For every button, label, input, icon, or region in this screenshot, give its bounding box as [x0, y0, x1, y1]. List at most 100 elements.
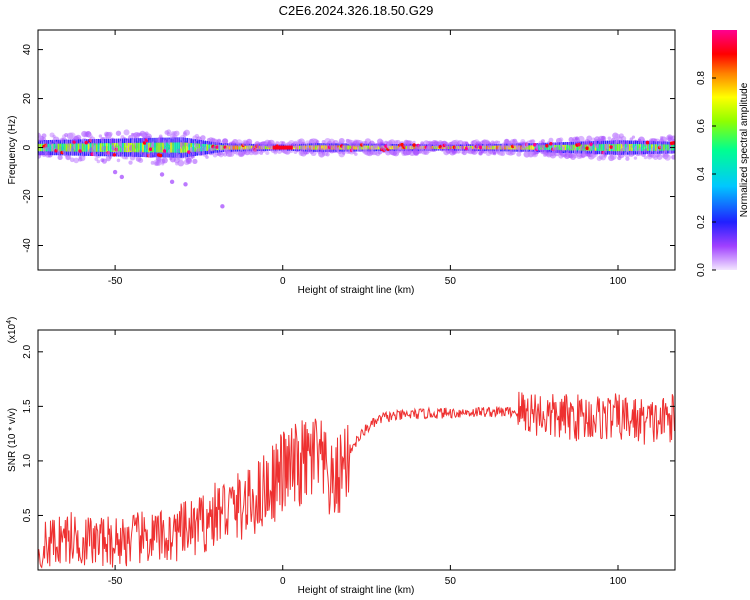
heatmap-cell [636, 144, 639, 151]
heatmap-cell [281, 141, 286, 146]
colorbar-tick-label: 0.4 [696, 167, 707, 181]
heatmap-cell [640, 144, 643, 151]
heatmap-cell [431, 145, 434, 150]
heatmap-cell [332, 139, 339, 146]
heatmap-cell [128, 142, 130, 153]
heatmap-cell [586, 135, 593, 142]
bottom-y-tick-label: 0.5 [22, 508, 33, 522]
heatmap-cell [655, 144, 657, 151]
heatmap-cell [172, 142, 174, 153]
top-x-tick-label: 50 [445, 276, 457, 287]
colorbar-ticks: 0.0 0.2 0.4 0.6 0.8 [696, 71, 716, 277]
heatmap-peak [478, 145, 483, 150]
heatmap-peak [148, 147, 153, 151]
heatmap-cell [530, 145, 532, 150]
heatmap-peak [577, 142, 581, 147]
heatmap-cell [602, 144, 605, 151]
heatmap-cell [174, 142, 176, 153]
heatmap-cell [250, 145, 253, 150]
heatmap-cell [461, 150, 467, 156]
heatmap-cell [136, 142, 138, 153]
heatmap-peak [589, 142, 593, 147]
heatmap-cell [65, 154, 71, 160]
heatmap-cell [497, 140, 501, 144]
heatmap-peak [158, 153, 163, 158]
heatmap-cell [528, 145, 530, 150]
heatmap-cell [564, 144, 567, 151]
heatmap-cell [577, 135, 585, 143]
heatmap-cell [156, 160, 162, 166]
heatmap-cell [600, 144, 603, 151]
heatmap-tail-point [159, 172, 165, 177]
bottom-x-tick-label: 100 [610, 576, 627, 587]
heatmap-cell [182, 142, 184, 153]
heatmap-cell [351, 145, 353, 150]
heatmap-cell [96, 159, 101, 164]
heatmap-cell [504, 145, 506, 150]
heatmap-cell [115, 130, 122, 136]
heatmap-cell [631, 135, 636, 139]
heatmap-cell [98, 134, 103, 138]
snr-line [38, 391, 675, 569]
bottom-plot-frame [37, 329, 676, 571]
heatmap-cell [558, 137, 564, 142]
heatmap-cell [177, 159, 185, 167]
bottom-x-tick-label: -50 [108, 576, 123, 587]
heatmap-cell [164, 142, 166, 153]
heatmap-cell [354, 152, 358, 156]
heatmap-cell [644, 144, 647, 151]
heatmap-cell [83, 143, 86, 152]
heatmap-cell [391, 145, 394, 150]
bottom-axis-ticks: -50 0 50 100 0.5 1.0 1.5 2.0 [22, 330, 675, 587]
heatmap-cell [57, 154, 63, 161]
heatmap-cell [614, 143, 617, 152]
heatmap-cell [166, 142, 168, 153]
heatmap-cell [63, 143, 66, 152]
heatmap-cell [264, 145, 267, 150]
heatmap-cell [161, 157, 168, 164]
heatmap-cell [548, 137, 554, 143]
heatmap-cell [134, 142, 136, 153]
heatmap-cell [625, 156, 630, 161]
heatmap-cell [140, 142, 142, 153]
heatmap-cell [216, 139, 222, 146]
heatmap-cell [413, 145, 416, 150]
heatmap-cell [166, 129, 172, 134]
heatmap-cell [124, 155, 129, 160]
heatmap-cell [49, 143, 52, 152]
top-x-tick-label: -50 [108, 276, 123, 287]
heatmap-cell [198, 143, 201, 152]
heatmap-cell [170, 142, 172, 153]
heatmap-cell [81, 143, 84, 152]
bottom-x-tick-label: 0 [280, 576, 286, 587]
heatmap-cell [665, 144, 667, 151]
bottom-x-tick-label: 50 [445, 576, 457, 587]
heatmap-peak [585, 146, 589, 151]
top-y-tick-label: -20 [22, 189, 33, 204]
heatmap-cell [566, 144, 569, 151]
heatmap-cell [643, 155, 648, 160]
heatmap-cell [238, 145, 241, 150]
heatmap-cell [572, 144, 575, 151]
heatmap-cell [200, 135, 206, 141]
heatmap-cell [85, 143, 88, 152]
heatmap-cell [486, 145, 488, 150]
heatmap-peak [112, 153, 117, 157]
heatmap-cell [188, 142, 190, 153]
colorbar-gradient [712, 30, 737, 270]
heatmap-cell [492, 151, 497, 156]
top-x-axis-label: Height of straight line (km) [298, 285, 415, 296]
heatmap-cell [620, 143, 623, 152]
heatmap-cell [526, 145, 528, 150]
heatmap-cell [144, 142, 146, 153]
heatmap-cell [117, 143, 120, 153]
heatmap-cell [633, 156, 638, 160]
heatmap-cell [95, 143, 98, 152]
heatmap-cell [61, 143, 64, 152]
bottom-y-tick-label: 2.0 [22, 344, 33, 358]
heatmap-cell [578, 144, 581, 151]
bottom-y-multiplier: (x104) [6, 317, 18, 344]
heatmap-cell [101, 158, 108, 164]
heatmap-cell [105, 143, 108, 152]
heatmap-cell [548, 145, 551, 151]
